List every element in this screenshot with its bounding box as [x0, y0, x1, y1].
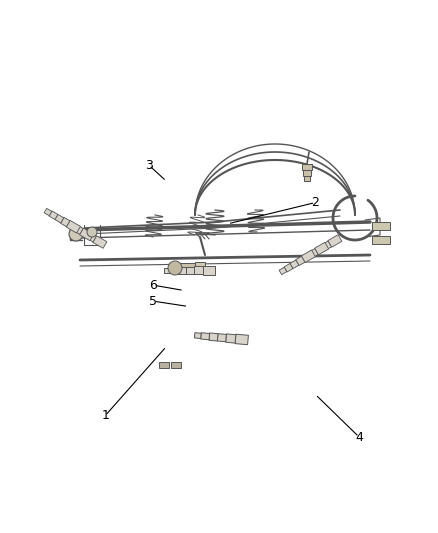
Polygon shape	[57, 216, 65, 223]
Polygon shape	[170, 267, 178, 273]
Bar	[195, 262, 205, 274]
Bar	[171, 362, 181, 368]
Polygon shape	[306, 252, 313, 260]
Circle shape	[87, 227, 97, 237]
Polygon shape	[194, 266, 203, 274]
Polygon shape	[203, 265, 215, 274]
Polygon shape	[178, 266, 186, 273]
Polygon shape	[311, 248, 319, 257]
Bar	[159, 362, 169, 368]
Polygon shape	[44, 208, 52, 216]
Circle shape	[168, 261, 182, 275]
Polygon shape	[292, 260, 300, 267]
Polygon shape	[60, 217, 70, 227]
Polygon shape	[74, 225, 83, 235]
Polygon shape	[290, 260, 299, 269]
Polygon shape	[226, 334, 236, 343]
Polygon shape	[93, 236, 107, 248]
Bar	[304, 176, 310, 181]
Polygon shape	[296, 256, 305, 265]
Polygon shape	[75, 227, 85, 235]
Polygon shape	[62, 219, 71, 227]
Polygon shape	[194, 333, 201, 338]
Text: 3: 3	[145, 159, 153, 172]
Polygon shape	[209, 333, 218, 341]
Polygon shape	[297, 256, 306, 264]
Polygon shape	[328, 235, 342, 247]
Polygon shape	[201, 333, 209, 340]
Polygon shape	[186, 266, 194, 273]
Text: 2: 2	[311, 196, 319, 209]
Polygon shape	[81, 230, 90, 238]
Polygon shape	[66, 221, 81, 233]
Circle shape	[69, 227, 83, 241]
Polygon shape	[55, 214, 64, 223]
Polygon shape	[279, 267, 287, 274]
Polygon shape	[322, 241, 332, 251]
Polygon shape	[301, 250, 315, 263]
Polygon shape	[309, 249, 318, 258]
Bar	[175, 263, 195, 273]
Text: 1: 1	[101, 409, 109, 422]
Bar	[372, 236, 390, 244]
Text: 6: 6	[149, 279, 157, 292]
Polygon shape	[217, 334, 226, 342]
Polygon shape	[68, 222, 77, 231]
Polygon shape	[314, 243, 328, 255]
Polygon shape	[80, 228, 94, 241]
Text: 5: 5	[149, 295, 157, 308]
Text: 4: 4	[355, 431, 363, 443]
Bar	[302, 164, 312, 170]
Polygon shape	[49, 211, 58, 220]
Polygon shape	[316, 245, 325, 253]
Polygon shape	[71, 224, 78, 231]
Bar	[372, 222, 390, 230]
Polygon shape	[284, 263, 293, 272]
Bar	[303, 170, 311, 176]
Polygon shape	[164, 268, 170, 272]
Polygon shape	[87, 233, 96, 242]
Polygon shape	[303, 253, 312, 261]
Polygon shape	[235, 334, 248, 345]
